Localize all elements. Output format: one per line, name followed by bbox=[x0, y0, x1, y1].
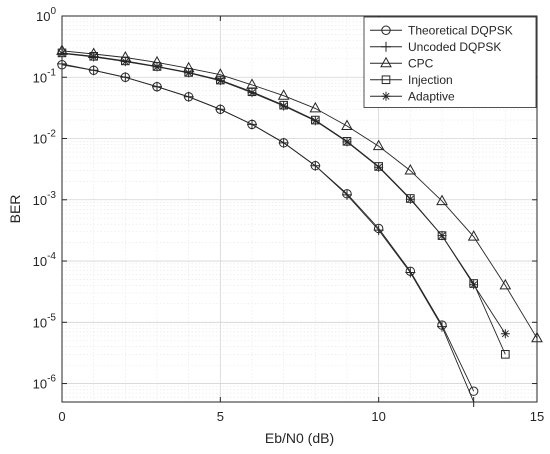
triangle-marker bbox=[309, 101, 322, 113]
plus-marker bbox=[215, 104, 226, 115]
y-tick-label: 10-5 bbox=[33, 312, 57, 330]
series-line bbox=[61, 50, 538, 339]
legend-label: CPC bbox=[408, 57, 434, 71]
asterisk-marker bbox=[342, 137, 352, 147]
plus-marker bbox=[183, 91, 194, 102]
legend-entry: Adaptive bbox=[370, 90, 455, 104]
asterisk-marker bbox=[500, 329, 510, 339]
plus-marker bbox=[152, 81, 162, 92]
triangle-marker bbox=[372, 139, 385, 151]
axes-box bbox=[61, 15, 538, 403]
asterisk-marker bbox=[120, 57, 130, 67]
triangle-marker bbox=[341, 119, 353, 131]
x-tick-labels: 0 5 10 15 bbox=[58, 409, 544, 424]
series-uncoded-dqpsk bbox=[57, 58, 479, 407]
triangle-marker bbox=[467, 230, 480, 241]
circle-marker bbox=[381, 25, 391, 35]
plus-marker bbox=[310, 160, 321, 171]
legend-label: Injection bbox=[408, 73, 453, 87]
legend-label: Adaptive bbox=[408, 90, 455, 104]
plus-marker bbox=[278, 137, 289, 148]
x-tick-label: 5 bbox=[217, 409, 224, 424]
y-tick-labels: 10-6 10-5 10-4 10-3 10-2 10-1 100 bbox=[33, 6, 57, 392]
series-layer bbox=[56, 44, 543, 407]
asterisk-marker bbox=[374, 162, 384, 172]
square-marker bbox=[501, 350, 510, 359]
triangle-marker bbox=[380, 56, 392, 68]
plus-marker bbox=[247, 119, 257, 130]
asterisk-marker bbox=[184, 68, 194, 78]
triangle-marker bbox=[436, 194, 448, 206]
y-tick-label: 10-1 bbox=[33, 67, 57, 85]
asterisk-marker bbox=[152, 62, 162, 72]
y-tick-label: 100 bbox=[36, 6, 56, 24]
plus-marker bbox=[405, 267, 416, 278]
legend-entry: Theoretical DQPSK bbox=[370, 24, 513, 38]
y-tick-label: 10-2 bbox=[33, 129, 57, 147]
plus-marker bbox=[120, 72, 131, 83]
plus-marker bbox=[342, 189, 352, 200]
legend-entry: Uncoded DQPSK bbox=[370, 40, 501, 54]
y-tick-label: 10-3 bbox=[33, 190, 57, 208]
series-adaptive bbox=[57, 48, 510, 339]
x-tick-label: 15 bbox=[530, 409, 544, 424]
triangle-marker bbox=[499, 278, 512, 290]
asterisk-marker bbox=[310, 116, 320, 126]
x-axis-title: Eb/N0 (dB) bbox=[265, 430, 334, 446]
asterisk-marker bbox=[469, 280, 479, 290]
asterisk-marker bbox=[247, 88, 257, 98]
legend-entry: CPC bbox=[370, 57, 434, 71]
triangle-marker bbox=[277, 89, 290, 100]
x-tick-label: 10 bbox=[371, 409, 385, 424]
asterisk-marker bbox=[405, 194, 415, 204]
legend-label: Theoretical DQPSK bbox=[408, 24, 513, 38]
square-marker bbox=[381, 75, 391, 85]
asterisk-marker bbox=[381, 91, 391, 101]
x-tick-label: 0 bbox=[58, 409, 65, 424]
asterisk-marker bbox=[437, 231, 447, 241]
asterisk-marker bbox=[279, 101, 289, 111]
plus-marker bbox=[381, 41, 391, 52]
triangle-marker bbox=[404, 164, 417, 175]
asterisk-marker bbox=[215, 76, 225, 86]
plus-marker bbox=[373, 225, 384, 236]
asterisk-marker bbox=[89, 52, 99, 62]
y-tick-label: 10-4 bbox=[33, 251, 57, 269]
legend: Theoretical DQPSK Uncoded DQPSK CPC Injecti… bbox=[363, 16, 537, 108]
plus-marker bbox=[88, 65, 99, 76]
series-line bbox=[61, 63, 475, 403]
y-axis-title: BER bbox=[7, 195, 23, 224]
y-tick-label: 10-6 bbox=[33, 374, 57, 392]
plus-marker bbox=[437, 321, 447, 332]
legend-box bbox=[363, 16, 537, 108]
legend-label: Uncoded DQPSK bbox=[408, 40, 501, 54]
legend-entry: Injection bbox=[370, 73, 453, 87]
